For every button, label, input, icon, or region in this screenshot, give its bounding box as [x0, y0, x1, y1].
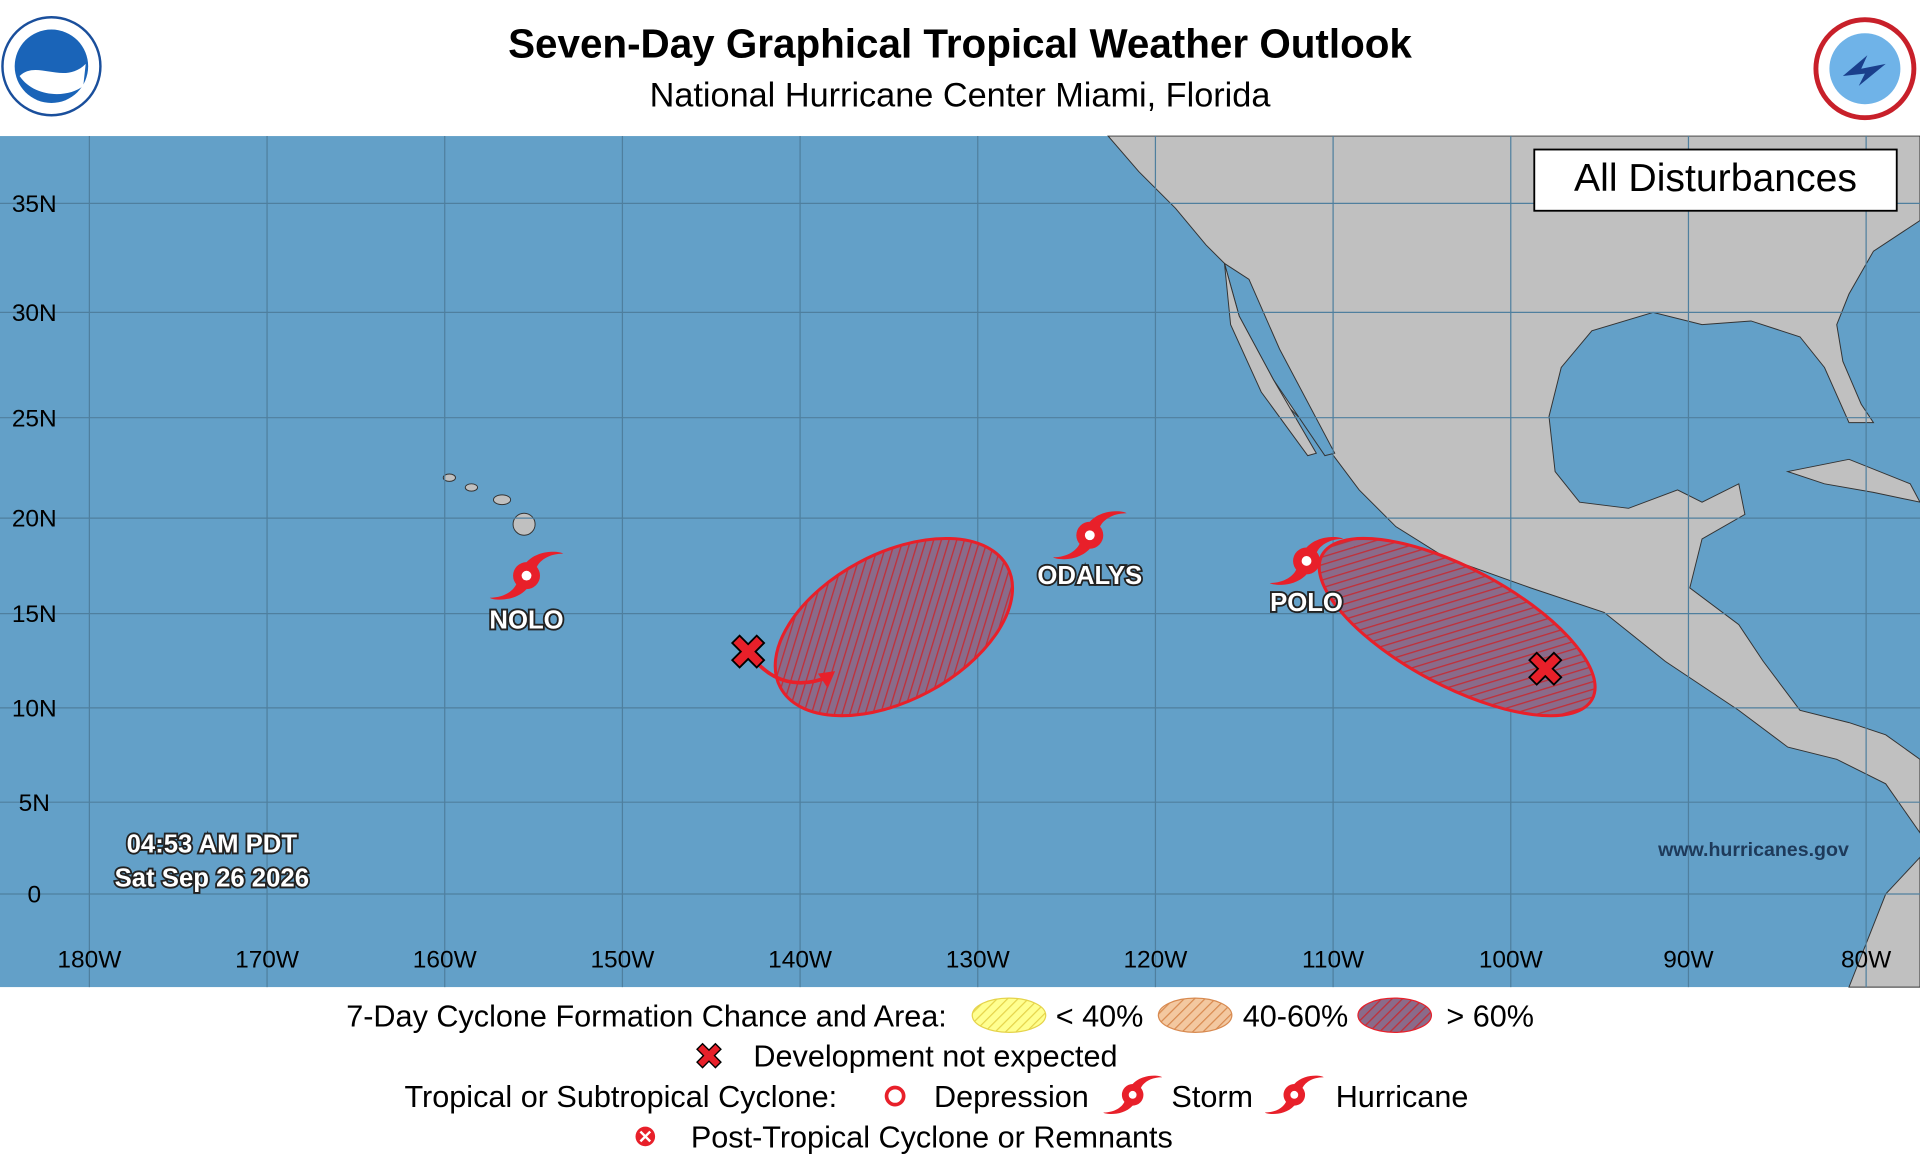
longitude-label: 110W [1302, 946, 1365, 973]
storm-name: ODALYS [1037, 562, 1142, 590]
high-chance-area [1317, 536, 1597, 718]
legend-text: 40-60% [1243, 999, 1349, 1033]
longitude-label: 160W [413, 946, 478, 973]
longitude-label: 120W [1123, 946, 1188, 973]
subtitle: National Hurricane Center Miami, Florida [650, 77, 1272, 115]
legend-text: 7-Day Cyclone Formation Chance and Area: [346, 999, 947, 1033]
latitude-label: 5N [19, 790, 50, 817]
latitude-label: 10N [12, 695, 57, 722]
legend-text: Tropical or Subtropical Cyclone: [404, 1080, 837, 1114]
longitude-label: 180W [57, 946, 122, 973]
legend: 7-Day Cyclone Formation Chance and Area:… [346, 997, 1534, 1154]
longitude-label: 170W [235, 946, 300, 973]
legend-text: Depression [934, 1080, 1089, 1114]
storm-name: NOLO [489, 606, 563, 634]
legend-text: > 60% [1446, 999, 1534, 1033]
legend-text: Hurricane [1336, 1080, 1469, 1114]
legend-text: Post-Tropical Cyclone or Remnants [691, 1120, 1173, 1154]
legend-text: Development not expected [753, 1040, 1117, 1074]
timestamp: 04:53 AM PDT [127, 830, 298, 858]
latitude-label: 35N [12, 191, 57, 218]
latitude-label: 25N [12, 405, 57, 432]
longitude-label: 80W [1841, 946, 1892, 973]
legend-text: < 40% [1056, 999, 1144, 1033]
title: Seven-Day Graphical Tropical Weather Out… [508, 21, 1412, 67]
latitude-label: 15N [12, 601, 57, 628]
latitude-label: 20N [12, 506, 57, 533]
map: All Disturbances 35N 30N 25N 20N 15N 10N 5N 0 18… [0, 135, 1920, 988]
longitude-label: 130W [946, 946, 1011, 973]
legend-text: Storm [1171, 1080, 1253, 1114]
timestamp: Sat Sep 26 2026 [115, 865, 309, 893]
longitude-label: 100W [1479, 946, 1544, 973]
longitude-label: 150W [590, 946, 655, 973]
storm-name: POLO [1270, 589, 1343, 617]
longitude-label: 140W [768, 946, 833, 973]
panel-label: All Disturbances [1574, 157, 1857, 200]
longitude-label: 90W [1663, 946, 1714, 973]
latitude-label: 0 [27, 882, 41, 909]
noaa-logo [1, 16, 102, 117]
nws-logo [1813, 17, 1917, 121]
latitude-label: 30N [12, 300, 57, 327]
website: www.hurricanes.gov [1657, 839, 1849, 861]
